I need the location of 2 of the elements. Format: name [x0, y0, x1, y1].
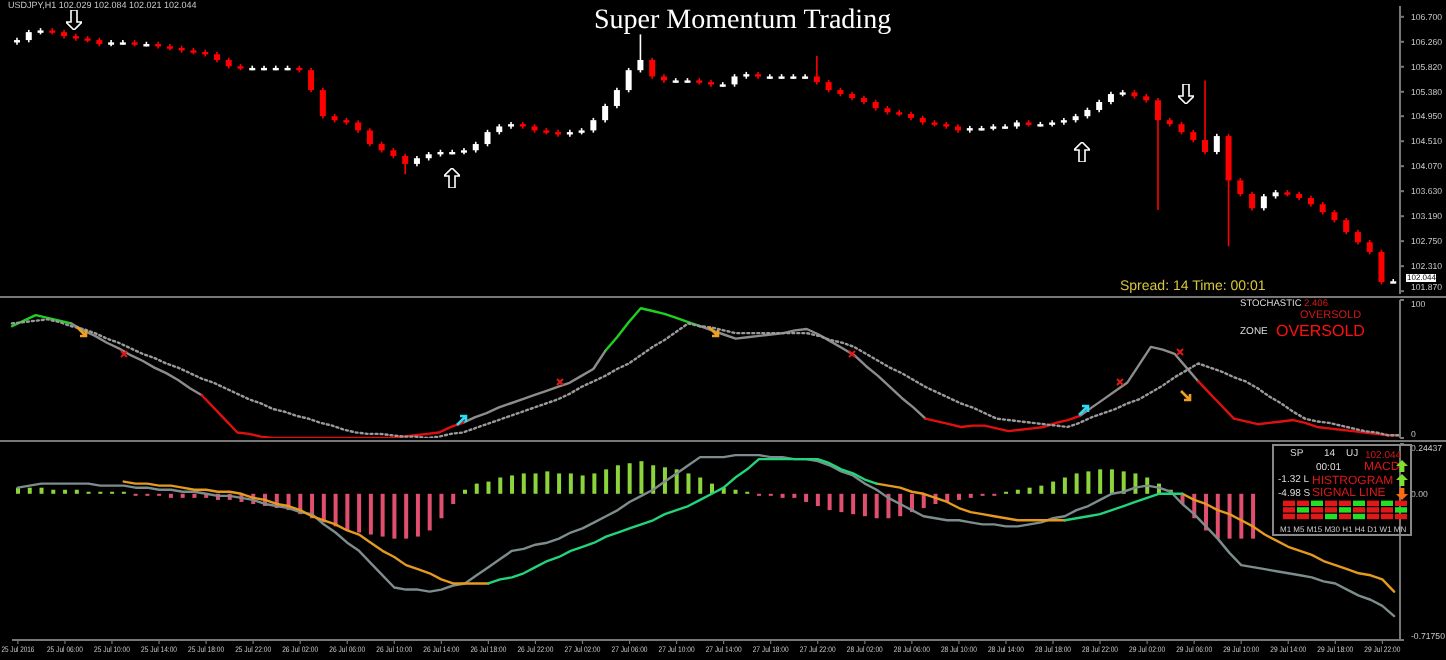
annotation: OVERSOLD: [1276, 321, 1365, 339]
chart-title: Super Momentum Trading: [594, 6, 892, 36]
